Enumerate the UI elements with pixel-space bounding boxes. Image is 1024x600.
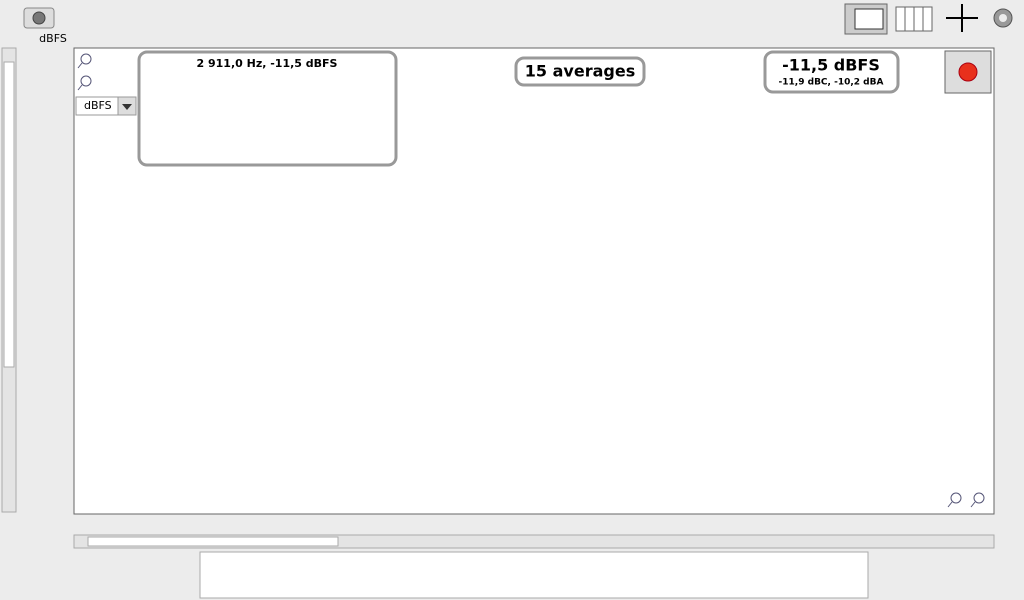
y-axis-label: dBFS — [39, 32, 67, 45]
scroll-thumb[interactable] — [87, 536, 339, 547]
legend-panel — [199, 551, 869, 599]
unit-select[interactable] — [75, 96, 137, 116]
level-sub: -11,9 dBC, -10,2 dBA — [779, 78, 884, 88]
level-main: -11,5 dBFS — [782, 56, 880, 75]
unit-select-text[interactable]: dBFS — [84, 99, 112, 112]
cursor-readout: 2 911,0 Hz, -11,5 dBFS — [197, 57, 338, 70]
averages-text: 15 averages — [525, 62, 635, 81]
zoom-icons[interactable] — [77, 53, 985, 508]
view-buttons[interactable] — [844, 3, 1013, 35]
readout-panel — [137, 50, 398, 167]
averages-box — [514, 56, 646, 87]
level-box — [763, 50, 900, 94]
scroll-thumb[interactable] — [3, 61, 15, 368]
record-button[interactable] — [944, 50, 992, 94]
camera-button[interactable] — [23, 7, 55, 29]
